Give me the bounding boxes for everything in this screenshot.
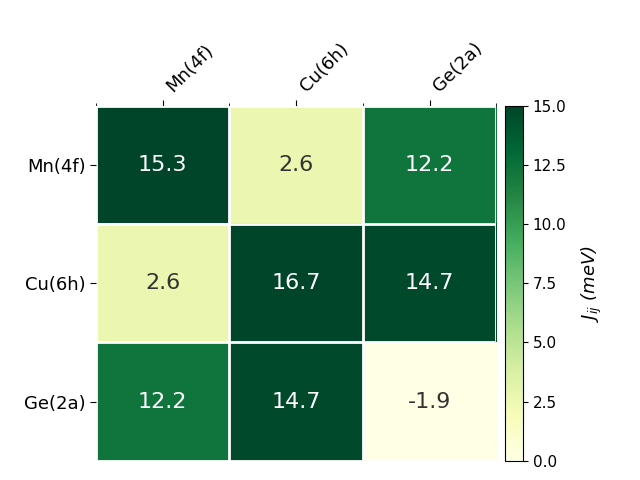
Text: 12.2: 12.2 [405,155,454,175]
Text: 14.7: 14.7 [405,273,454,293]
Text: 14.7: 14.7 [271,392,321,411]
Text: 15.3: 15.3 [138,155,188,175]
Y-axis label: $J_{ij}$ (meV): $J_{ij}$ (meV) [580,245,604,322]
Text: -1.9: -1.9 [408,392,451,411]
Text: 2.6: 2.6 [278,155,314,175]
Text: 12.2: 12.2 [138,392,188,411]
Text: 16.7: 16.7 [271,273,321,293]
Text: 2.6: 2.6 [145,273,180,293]
